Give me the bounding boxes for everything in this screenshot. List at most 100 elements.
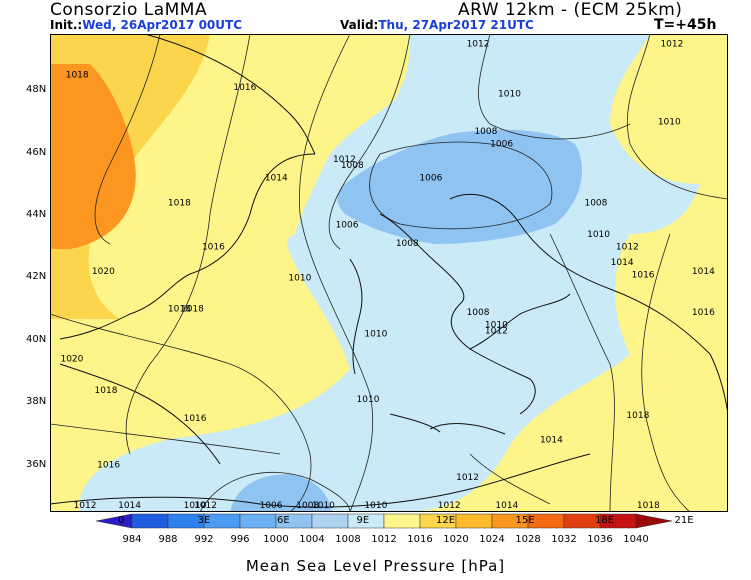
- isobar-label: 1010: [288, 273, 311, 283]
- isobar-label: 1018: [168, 305, 191, 315]
- longitude-label: 21E: [674, 515, 694, 526]
- pressure-fields: [50, 34, 728, 512]
- colorbar-level-label: 984: [122, 534, 141, 545]
- isobar-label: 1014: [611, 258, 634, 268]
- isobar-label: 1012: [485, 327, 508, 337]
- model-title: ARW 12km - (ECM 25km): [458, 0, 683, 20]
- isobar-label: 1014: [540, 436, 563, 446]
- isobar-label: 1012: [616, 242, 639, 252]
- isobar-label: 1014: [495, 501, 518, 511]
- isobar-label: 1010: [184, 501, 207, 511]
- isobar-label: 1018: [66, 71, 89, 81]
- isobar-label: 1016: [97, 461, 120, 471]
- isobar-label: 1014: [118, 501, 141, 511]
- colorbar-swatch: [455, 513, 493, 529]
- isobar-label: 1008: [474, 127, 497, 137]
- colorbar-swatch: [311, 513, 349, 529]
- colorbar-level-label: 1016: [407, 534, 432, 545]
- isobar-label: 1016: [632, 270, 655, 280]
- isobar-label: 1016: [184, 414, 207, 424]
- latitude-label: 40N: [26, 333, 47, 345]
- colorbar-level-label: 992: [194, 534, 213, 545]
- colorbar-swatch: [131, 513, 169, 529]
- isobar-label: 1006: [260, 501, 283, 511]
- isobar-label: 1012: [194, 501, 217, 511]
- isobar-label: 1014: [692, 267, 715, 277]
- isobar-label: 1018: [95, 386, 118, 396]
- isobar-label: 1008: [341, 161, 364, 171]
- valid-time: Valid:Thu, 27Apr2017 21UTC: [340, 18, 534, 32]
- latitude-label: 36N: [26, 458, 47, 470]
- isobar-label: 1018: [168, 199, 191, 209]
- isobar-label: 1018: [637, 501, 660, 511]
- colorbar-level-label: 1000: [263, 534, 288, 545]
- isobar-label: 1016: [692, 308, 715, 318]
- colorbar-swatch: [239, 513, 277, 529]
- valid-value: Thu, 27Apr2017 21UTC: [378, 18, 534, 32]
- isobar-lines: [50, 34, 728, 512]
- valid-label: Valid:: [340, 18, 379, 32]
- longitude-label: 0: [118, 515, 125, 526]
- isobar-label: 1008: [467, 308, 490, 318]
- isobar-label: 1010: [587, 230, 610, 240]
- isobar-label: 1012: [74, 501, 97, 511]
- init-value: Wed, 26Apr2017 00UTC: [82, 18, 242, 32]
- isobar-label: 1012: [333, 155, 356, 165]
- isobar-label: 1010: [364, 501, 387, 511]
- isobar-label: 1008: [396, 239, 419, 249]
- forecast-step: T=+45h: [654, 17, 717, 33]
- colorbar-level-label: 1028: [515, 534, 540, 545]
- colorbar-level-label: 988: [158, 534, 177, 545]
- longitude-label: 15E: [515, 515, 535, 526]
- isobar-label: 1010: [357, 395, 380, 405]
- isobar-label: 1008: [584, 199, 607, 209]
- pressure-map: 1012 101210181016101010081006101010121008…: [50, 34, 728, 512]
- init-label: Init.:: [50, 18, 83, 32]
- colorbar-swatch: [96, 513, 133, 529]
- isobar-label: 1006: [419, 174, 442, 184]
- colorbar-swatch: [383, 513, 421, 529]
- isobar-label: 1016: [233, 83, 256, 93]
- init-time: Init.:Wed, 26Apr2017 00UTC: [50, 18, 242, 32]
- longitude-label: 12E: [436, 515, 456, 526]
- isobar-label: 1012: [456, 473, 479, 483]
- longitude-label: 9E: [356, 515, 370, 526]
- latitude-label: 42N: [26, 271, 47, 283]
- isobar-label: 1006: [490, 139, 513, 149]
- colorbar-level-label: 1032: [551, 534, 576, 545]
- isobar-label: 1008: [296, 501, 319, 511]
- organization-title: Consorzio LaMMA: [50, 0, 208, 20]
- colorbar-title: Mean Sea Level Pressure [hPa]: [245, 557, 506, 575]
- isobar-label: 1014: [265, 174, 288, 184]
- isobar-label: 1018: [626, 411, 649, 421]
- latitude-label: 44N: [26, 208, 47, 220]
- isobar-label: 1020: [92, 267, 115, 277]
- latitude-label: 46N: [26, 146, 47, 158]
- latitude-label: 48N: [26, 84, 47, 96]
- colorbar-level-label: 1036: [587, 534, 612, 545]
- isobar-label: 1010: [485, 320, 508, 330]
- isobar-label: 1010: [312, 501, 335, 511]
- colorbar-level-label: 996: [230, 534, 249, 545]
- isobar-label: 1012: [660, 39, 683, 49]
- colorbar-level-label: 1040: [623, 534, 648, 545]
- map-frame: [50, 34, 728, 512]
- colorbar: 984 988 992 996 1000 1004 1008 1012 1016 1020 1024…: [96, 513, 672, 545]
- longitude-label: 18E: [595, 515, 615, 526]
- isobar-label: 1012: [438, 501, 461, 511]
- latitude-label: 38N: [26, 396, 47, 408]
- isobar-labels: 1012 101210181016101010081006101010121008…: [60, 39, 715, 511]
- colorbar-swatch: [635, 513, 672, 529]
- isobar-label: 1016: [202, 242, 225, 252]
- colorbar-level-label: 1020: [443, 534, 468, 545]
- colorbar-level-label: 1012: [371, 534, 396, 545]
- colorbar-level-label: 1024: [479, 534, 504, 545]
- isobar-label: 1012: [467, 39, 490, 49]
- isobar-label: 1020: [60, 355, 83, 365]
- isobar-label: 1010: [658, 117, 681, 127]
- colorbar-level-label: 1008: [335, 534, 360, 545]
- isobar-label: 1006: [336, 220, 359, 230]
- colorbar-labels: 984 988 992 996 1000 1004 1008 1012 1016 1020 1024…: [122, 534, 648, 545]
- longitude-label: 6E: [277, 515, 290, 526]
- isobar-label: 1010: [498, 89, 521, 99]
